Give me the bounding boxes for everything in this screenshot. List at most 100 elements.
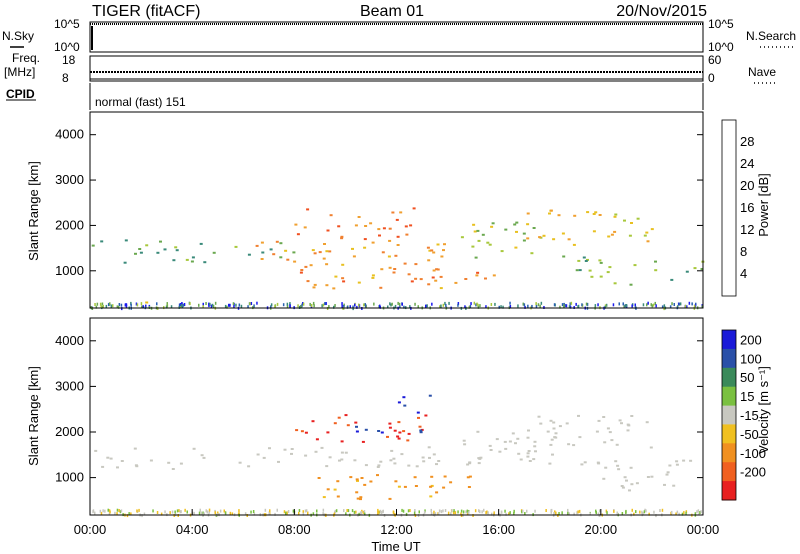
range-cell [219,509,222,513]
range-cell [581,303,583,307]
range-cell [399,211,403,214]
range-cell [552,421,556,424]
range-cell [684,304,687,308]
range-cell [310,304,313,307]
range-cell [686,305,688,309]
range-cell [500,305,502,309]
range-cell [565,304,568,308]
range-cell [513,511,515,515]
range-cell [442,486,446,489]
range-cell [675,460,679,463]
range-cell [282,303,285,307]
range-cell [526,212,530,215]
range-cell [208,508,211,512]
range-cell [604,305,606,309]
range-cell [479,304,481,308]
range-cell [549,209,553,212]
range-cell [665,473,669,476]
range-cell [92,509,95,513]
range-cell [642,511,644,515]
range-cell [363,238,367,241]
range-cell [406,439,410,442]
range-cell [343,305,345,308]
range-cell [635,510,637,514]
range-cell [407,464,411,467]
freq-label: Freq. [12,51,40,65]
range-cell [430,484,434,487]
range-cell [256,453,260,456]
range-cell [141,305,143,309]
range-cell [645,421,649,424]
range-cell [561,511,563,515]
range-cell [178,509,180,513]
range-cell [673,303,675,306]
range-cell [513,223,517,226]
range-cell [614,213,618,216]
range-cell [247,253,251,256]
range-cell [118,509,120,512]
range-cell [377,464,381,467]
range-cell [409,224,413,227]
range-cell [479,510,481,514]
range-cell [260,241,264,244]
range-cell [109,457,113,460]
range-cell [343,509,345,513]
range-cell [342,280,346,283]
range-cell [107,508,109,512]
range-cell [166,304,168,308]
range-cell [462,510,465,514]
range-cell [617,512,619,516]
range-cell [371,241,375,244]
range-cell [439,305,441,309]
range-cell [654,260,657,263]
range-cell [304,431,308,434]
range-cell [500,510,503,514]
colorbar-tick-label: 20 [740,178,754,193]
range-cell [394,480,398,483]
colorbar-segment [722,386,736,407]
range-cell [524,305,526,309]
range-cell [630,415,634,417]
range-cell [569,302,571,306]
range-cell [316,509,318,513]
range-cell [309,302,311,306]
range-cell [334,275,338,278]
range-cell [661,508,664,512]
freq-tick-bottom-right: 0 [708,71,715,85]
range-cell [516,437,520,440]
range-cell [625,304,627,308]
range-cell [602,477,606,480]
range-cell [442,509,444,513]
range-cell [427,283,431,286]
range-cell [539,422,543,425]
range-cell [606,427,610,430]
range-cell [302,302,305,306]
range-cell [250,510,252,514]
range-cell [341,277,345,280]
colorbar-segment [722,330,736,350]
range-cell [309,264,313,267]
range-cell [340,440,344,443]
range-cell [419,429,423,432]
range-cell [515,230,518,233]
range-cell [413,476,417,479]
range-cell [561,232,565,235]
range-cell [214,511,216,515]
range-cell [260,258,264,260]
range-cell [397,401,401,404]
range-cell [401,508,403,512]
range-cell [563,304,565,308]
range-cell [432,251,436,254]
range-cell [577,414,580,417]
range-cell [533,440,537,443]
range-cell [250,302,253,305]
range-cell [229,511,232,515]
range-cell [466,463,470,466]
range-cell [397,421,401,424]
range-cell [595,509,597,513]
range-cell [527,429,530,432]
range-cell [682,459,686,462]
range-cell [116,305,119,309]
range-cell [356,479,359,482]
range-cell [210,304,213,308]
